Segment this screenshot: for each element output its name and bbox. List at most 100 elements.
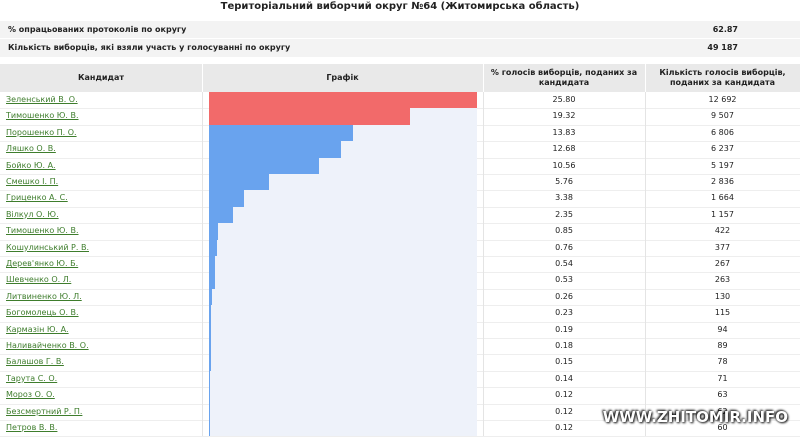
- percent-cell: 3.38: [483, 190, 646, 207]
- percent-cell: 19.32: [483, 108, 646, 125]
- bar: [209, 157, 319, 174]
- cell: [202, 206, 484, 224]
- cell: [0, 370, 203, 388]
- bar-track: [209, 403, 477, 420]
- cell: [202, 321, 484, 338]
- table-row: Дерев'янко Ю. Б. 0.54 267: [0, 256, 800, 274]
- table-row: Богомолець О. В. 0.23 115: [0, 305, 800, 323]
- table-row: Вілкул О. Ю. 2.35 1 157: [0, 206, 800, 225]
- votes-cell: 78: [717, 357, 728, 367]
- candidate-link[interactable]: Кошулинський Р. В.: [6, 242, 89, 252]
- bar: [209, 141, 341, 158]
- votes-cell: 2 836: [711, 177, 734, 186]
- candidate-link[interactable]: Наливайченко В. О.: [6, 341, 89, 350]
- candidate-link[interactable]: Гриценко А. С.: [6, 193, 68, 203]
- cell: [0, 157, 203, 174]
- table-row: Порошенко П. О. 13.83 6 806: [0, 124, 800, 143]
- candidate-link[interactable]: Балашов Г. В.: [6, 357, 64, 367]
- votes-cell: 63: [717, 390, 728, 400]
- candidate-link[interactable]: Кармазін Ю. А.: [6, 324, 69, 334]
- cell: [202, 256, 484, 273]
- summary-value: 62.87: [712, 25, 738, 34]
- bar-track: [209, 190, 477, 207]
- bar-track: [209, 124, 477, 142]
- candidate-link[interactable]: Порошенко П. О.: [6, 127, 77, 137]
- votes-cell: 62: [717, 406, 728, 416]
- table-row: Наливайченко В. О. 0.18 89: [0, 338, 800, 356]
- summary-value: 49 187: [707, 43, 738, 52]
- votes-cell: 71: [717, 373, 728, 383]
- summary-label: Кількість виборців, які взяли участь у г…: [8, 43, 291, 52]
- candidate-link[interactable]: Тарута С. О.: [6, 373, 58, 383]
- cell: [0, 256, 203, 273]
- percent-cell: 12.68: [483, 141, 646, 158]
- candidate-link[interactable]: Мороз О. О.: [6, 390, 55, 400]
- votes-cell: 267: [714, 259, 731, 268]
- percent-cell: 0.85: [483, 223, 646, 240]
- table-row: Тимошенко Ю. В. 19.32 9 507: [0, 108, 800, 126]
- bar-track: [209, 321, 477, 338]
- cell: [0, 288, 203, 306]
- bar: [209, 223, 218, 240]
- percent-cell: 0.19: [483, 321, 646, 338]
- candidate-link[interactable]: Смешко І. П.: [6, 177, 59, 186]
- candidate-link[interactable]: Шевченко О. Л.: [6, 275, 72, 285]
- percent-cell: 0.53: [483, 272, 646, 289]
- votes-cell: 377: [714, 242, 731, 252]
- candidate-link[interactable]: Тимошенко Ю. В.: [6, 111, 79, 121]
- summary-row: Кількість виборців, які взяли участь у г…: [0, 38, 800, 57]
- votes-cell: 6 237: [711, 144, 734, 154]
- table-row: Бойко Ю. А. 10.56 5 197: [0, 157, 800, 175]
- candidate-link[interactable]: Вілкул О. Ю.: [6, 209, 59, 219]
- votes-cell: 115: [714, 308, 731, 318]
- cell: [0, 174, 203, 191]
- candidate-link[interactable]: Литвиненко Ю. Л.: [6, 291, 82, 301]
- candidate-link[interactable]: Петров В. В.: [6, 423, 58, 432]
- cell: [202, 141, 484, 158]
- cell: [202, 305, 484, 322]
- percent-cell: 0.23: [483, 305, 646, 322]
- votes-cell: 422: [714, 226, 731, 236]
- candidate-link[interactable]: Богомолець О. В.: [6, 308, 79, 318]
- candidate-link[interactable]: Дерев'янко Ю. Б.: [6, 259, 79, 268]
- bar-track: [209, 206, 477, 224]
- table-row: Тимошенко Ю. В. 0.85 422: [0, 223, 800, 241]
- percent-cell: 0.14: [483, 370, 646, 388]
- table-row: Смешко І. П. 5.76 2 836: [0, 174, 800, 192]
- percent-cell: 25.80: [483, 92, 646, 109]
- candidate-link[interactable]: Тимошенко Ю. В.: [6, 226, 79, 236]
- cell: [202, 354, 484, 371]
- column-header: Кількість голосів виборців, поданих за к…: [659, 68, 786, 87]
- bar: [209, 272, 215, 289]
- candidate-link[interactable]: Безсмертний Р. П.: [6, 406, 83, 416]
- percent-cell: 0.18: [483, 338, 646, 355]
- table-header: Кандидат Графік % голосів виборців, пода…: [0, 64, 800, 92]
- bar: [209, 403, 211, 420]
- votes-cell: 1 157: [711, 209, 734, 219]
- bar: [209, 354, 211, 371]
- cell: [0, 190, 203, 207]
- candidate-link[interactable]: Зеленський В. О.: [6, 95, 78, 104]
- watermark: WWW.ZHITOMIR.INFO: [602, 408, 788, 426]
- bar-track: [209, 370, 477, 388]
- cell: [0, 108, 203, 125]
- cell: [202, 288, 484, 306]
- column-header: % голосів виборців, поданих за кандидата: [483, 64, 646, 92]
- cell: [0, 124, 203, 142]
- bar: [209, 108, 410, 125]
- candidate-link[interactable]: Ляшко О. В.: [6, 144, 56, 154]
- table-row: Зеленський В. О. 25.80 12 692: [0, 92, 800, 110]
- bar-track: [209, 354, 477, 371]
- candidate-link[interactable]: Бойко Ю. А.: [6, 160, 56, 170]
- cell: [202, 272, 484, 289]
- table-row: Мороз О. О. 0.12 63: [0, 387, 800, 405]
- table-row: Кошулинський Р. В. 0.76 377: [0, 239, 800, 257]
- votes-cell: 1 664: [711, 193, 734, 203]
- votes-cell: 12 692: [708, 95, 737, 104]
- bar: [209, 370, 211, 388]
- cell: [202, 223, 484, 240]
- bar-track: [209, 157, 477, 174]
- bar-track: [209, 420, 477, 437]
- bar: [209, 92, 477, 109]
- bar: [209, 256, 215, 273]
